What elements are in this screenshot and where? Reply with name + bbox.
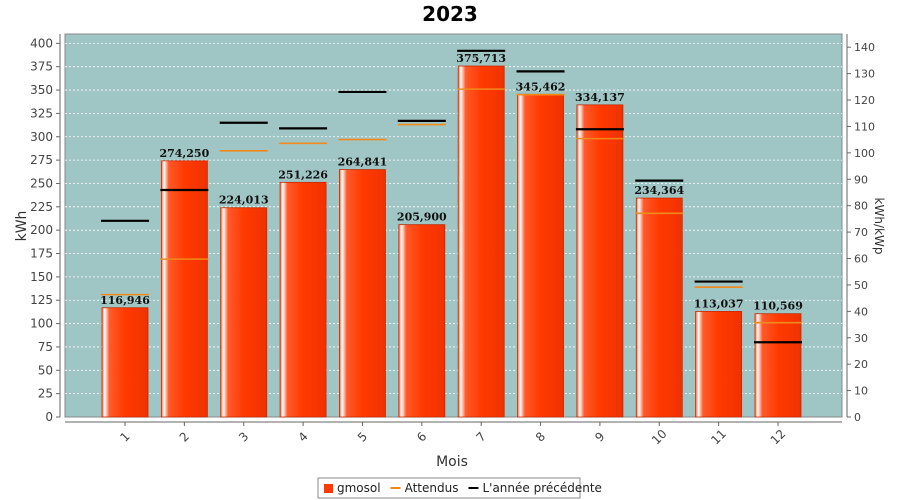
y-tick-label: 325 bbox=[30, 106, 53, 120]
y2-tick-label: 130 bbox=[854, 68, 875, 81]
bar bbox=[754, 313, 802, 418]
bar-series bbox=[101, 65, 802, 418]
y-tick-label: 50 bbox=[38, 363, 53, 377]
data-labels: 116,946 274,250 224,013 251,226 264,841 205,9… bbox=[100, 52, 803, 313]
y2-tick-label: 60 bbox=[854, 253, 868, 266]
y-axis-title: kWh bbox=[14, 211, 30, 242]
x-tick-label: 8 bbox=[533, 429, 548, 444]
y2-axis-title: kWh/kWp bbox=[872, 198, 886, 255]
y-tick-label: 150 bbox=[30, 270, 53, 284]
x-tick-label: 3 bbox=[236, 429, 251, 444]
y2-tick-label: 100 bbox=[854, 147, 875, 160]
bar bbox=[160, 160, 208, 418]
y2-tick-label: 70 bbox=[854, 226, 868, 239]
y-tick-label: 175 bbox=[30, 247, 53, 261]
data-label: 334,137 bbox=[575, 91, 625, 104]
data-label: 274,250 bbox=[159, 147, 209, 160]
chart-title: 2023 bbox=[422, 2, 478, 26]
legend-box bbox=[317, 477, 581, 499]
data-label: 375,713 bbox=[456, 52, 506, 65]
y2-tick-label: 80 bbox=[854, 200, 868, 213]
bar bbox=[220, 207, 268, 418]
legend-swatch bbox=[324, 484, 333, 493]
legend-label: L'année précédente bbox=[482, 481, 601, 495]
y-tick-label: 250 bbox=[30, 176, 53, 190]
bar bbox=[576, 104, 624, 418]
y2-tick-label: 140 bbox=[854, 41, 875, 54]
y2-tick-label: 110 bbox=[854, 120, 875, 133]
data-label: 264,841 bbox=[338, 156, 388, 169]
y-tick-label: 200 bbox=[30, 223, 53, 237]
data-label: 345,462 bbox=[516, 80, 566, 93]
bar bbox=[517, 93, 564, 418]
y2-tick-label: 30 bbox=[854, 332, 868, 345]
x-tick-label: 2 bbox=[177, 429, 192, 444]
y-tick-label: 350 bbox=[30, 83, 53, 97]
y2-tick-label: 40 bbox=[854, 305, 868, 318]
y2-tick-label: 90 bbox=[854, 173, 868, 186]
x-tick-label: 6 bbox=[414, 429, 429, 444]
data-label: 113,037 bbox=[694, 297, 744, 310]
bar bbox=[635, 197, 683, 418]
y-tick-label: 100 bbox=[30, 317, 53, 331]
data-label: 251,226 bbox=[278, 168, 328, 181]
x-tick-label: 9 bbox=[592, 429, 607, 444]
y-tick-label: 300 bbox=[30, 130, 53, 144]
data-label: 224,013 bbox=[219, 194, 269, 207]
y-tick-label: 25 bbox=[38, 387, 53, 401]
y-tick-label: 125 bbox=[30, 293, 53, 307]
y-tick-label: 0 bbox=[45, 410, 53, 424]
y2-tick-label: 0 bbox=[854, 411, 861, 424]
legend: gmosol Attendus L'année précédente bbox=[317, 477, 602, 499]
y-tick-label: 75 bbox=[38, 340, 53, 354]
data-label: 205,900 bbox=[397, 211, 447, 224]
x-tick-label: 7 bbox=[474, 429, 489, 444]
legend-label: Attendus bbox=[405, 481, 459, 495]
data-label: 116,946 bbox=[100, 294, 150, 307]
y2-tick-label: 50 bbox=[854, 279, 868, 292]
legend-label: gmosol bbox=[337, 481, 381, 495]
data-label: 234,364 bbox=[634, 184, 684, 197]
x-tick-label: 4 bbox=[295, 429, 310, 444]
x-tick-label: 10 bbox=[649, 427, 670, 448]
marker-series bbox=[101, 49, 802, 344]
bar bbox=[101, 307, 149, 418]
y-tick-label: 400 bbox=[30, 36, 53, 50]
x-tick-label: 11 bbox=[708, 427, 729, 448]
x-tick-label: 5 bbox=[355, 429, 370, 444]
y-tick-label: 275 bbox=[30, 153, 53, 167]
bar bbox=[695, 311, 743, 418]
y2-tick-label: 120 bbox=[854, 94, 875, 107]
y-tick-label: 225 bbox=[30, 200, 53, 214]
bar bbox=[339, 169, 386, 418]
bar bbox=[398, 224, 446, 418]
bar bbox=[279, 181, 327, 418]
data-label: 110,569 bbox=[753, 300, 803, 313]
x-tick-label: 12 bbox=[768, 427, 789, 448]
x-tick-label: 1 bbox=[117, 429, 132, 444]
bar bbox=[457, 65, 505, 418]
y2-tick-label: 10 bbox=[854, 385, 868, 398]
x-axis-title: Mois bbox=[436, 454, 468, 470]
y-tick-label: 375 bbox=[30, 60, 53, 74]
y2-tick-label: 20 bbox=[854, 358, 868, 371]
